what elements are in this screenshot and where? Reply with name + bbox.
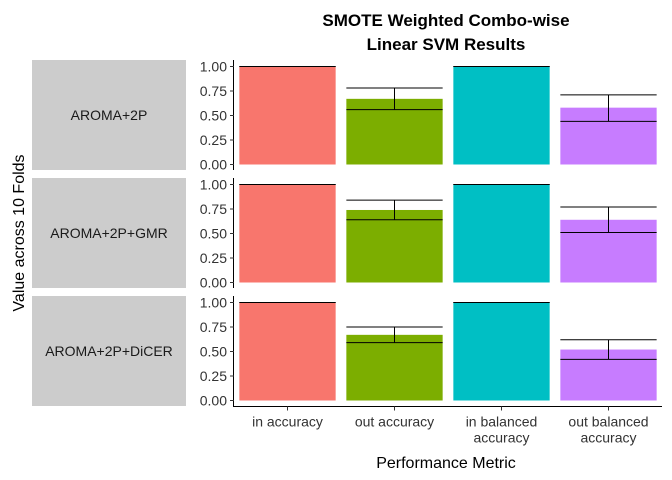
y-tick-label: 0.75 [200,319,227,335]
bar [346,334,443,401]
y-tick-label: 0.25 [200,250,227,266]
y-tick-label: 0.75 [200,83,227,99]
y-tick-label: 0.50 [200,108,227,124]
chart-title-line-1: SMOTE Weighted Combo-wise [322,11,569,30]
chart-title-line-2: Linear SVM Results [367,35,526,54]
error-bar [560,94,657,122]
x-axis-title: Performance Metric [376,455,516,472]
facet-panel: AROMA+2P+DiCER 0.00 0.25 0.50 0.75 1.00 [32,295,657,409]
x-tick-label-line: out balanced [568,414,648,430]
x-tick-label: out accuracy [355,414,434,430]
error-bar [346,326,443,344]
y-tick-label: 0.50 [200,344,227,360]
x-tick-label-line: accuracy [580,430,636,446]
facet-panel: AROMA+2P+GMR 0.00 0.25 0.50 0.75 1.00 [32,177,657,291]
error-bar [346,87,443,111]
bar [239,302,336,401]
y-tick-label: 0.00 [200,275,227,291]
y-tick-label: 0.00 [200,393,227,409]
bar [453,184,550,283]
bar [239,66,336,165]
chart-panels: AROMA+2P0.000.250.500.751.00AROMA+2P+GMR… [32,59,657,409]
y-tick-label: 0.00 [200,157,227,173]
y-tick-label: 1.00 [200,177,227,193]
y-tick-label: 0.25 [200,368,227,384]
y-tick-label: 1.00 [200,295,227,311]
bar [453,66,550,165]
x-axis: in accuracy out accuracy in balanced accura… [233,406,662,446]
y-tick-label: 0.50 [200,226,227,242]
bar [453,302,550,401]
x-tick-label-line: in balanced [466,414,538,430]
facet-strip [32,296,186,406]
x-tick-label-line: in accuracy [252,414,323,430]
error-bar [560,339,657,360]
facet-panel: AROMA+2P 0.00 0.25 0.50 0.75 1.00 [32,59,657,173]
bar [346,209,443,283]
facet-strip-label: AROMA+2P+GMR [50,225,167,241]
facet-strip [32,178,186,288]
x-tick-label: out balanced accuracy [568,414,648,446]
y-tick-label: 1.00 [200,59,227,75]
bar [239,184,336,283]
facet-strip-label: AROMA+2P [71,107,148,123]
y-axis-title: Value across 10 Folds [11,154,28,311]
facet-strip [32,60,186,170]
x-tick-label-line: out accuracy [355,414,434,430]
facet-strip-label: AROMA+2P+DiCER [45,343,173,359]
y-tick-label: 0.75 [200,201,227,217]
error-bar [346,199,443,221]
error-bar [560,206,657,234]
x-tick-label: in balanced accuracy [466,414,538,446]
x-tick-label: in accuracy [252,414,323,430]
x-tick-label-line: accuracy [473,430,529,446]
y-tick-label: 0.25 [200,132,227,148]
